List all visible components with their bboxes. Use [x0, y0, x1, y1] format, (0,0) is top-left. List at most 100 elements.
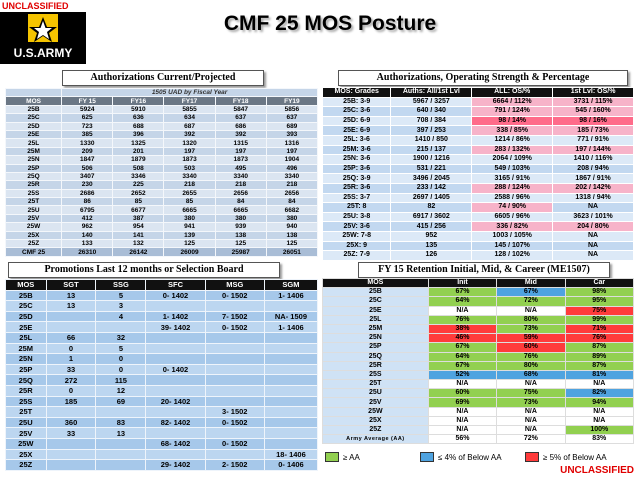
cell: 5847 [214, 104, 267, 115]
cell: 67% [427, 342, 498, 353]
table-row: 25R 230 225 218 218 218 [4, 180, 319, 190]
table-row: 25V 412 387 380 380 380 [4, 213, 319, 224]
cell: 25T [5, 406, 47, 418]
cell: 25D [4, 121, 63, 131]
cell: 13 [45, 300, 97, 312]
cell: 0- 1402 [145, 289, 206, 302]
cell: 686 [214, 121, 267, 131]
column-header: SFC [145, 279, 206, 291]
cell: N/A [427, 305, 498, 316]
cell [263, 342, 319, 355]
header-row: MOS Init Mid Car [322, 277, 635, 289]
cell: 13 [45, 289, 97, 302]
cell: 385 [61, 129, 114, 140]
cell: 640 / 340 [390, 106, 473, 117]
cell: 3 [95, 300, 147, 312]
table-row: 25W N/A N/A N/A [322, 406, 635, 417]
cell: 25Q [5, 374, 47, 386]
table-row: 25Z 29- 1402 2- 1502 0- 1406 [5, 459, 319, 471]
table-row: 25E: 6-9 397 / 253 338 / 85% 185 / 73% [321, 125, 634, 136]
cell: 85 [163, 197, 216, 207]
cell: 1873 [163, 155, 216, 165]
cell: 495 [214, 163, 267, 173]
table-row: 25M 0 5 [5, 342, 319, 355]
promotions-table: MOS SGT SSG SFC MSG SGM 25B 13 5 0- 1402 0- 1502 1-… [5, 279, 319, 471]
authorizations-table: 1505 UAD by Fiscal Year MOS FY 15 FY16 FY17 F… [4, 87, 319, 257]
cell: 1330 [61, 138, 114, 148]
table-row: Army Average (AA) 56% 72% 83% [322, 434, 635, 445]
cell: 506 [61, 163, 114, 173]
cell: N/A [496, 415, 566, 427]
column-header: 1st Lvl: OS/% [552, 87, 634, 98]
cell: 7- 1502 [204, 310, 265, 323]
cell: 412 [61, 213, 114, 224]
cell: 2686 [61, 188, 114, 199]
cell: 5910 [112, 104, 165, 115]
cell: 6665 [214, 205, 267, 215]
cell: 25R [5, 384, 47, 397]
cell: 25B [322, 287, 429, 298]
cell: 397 / 253 [390, 125, 473, 136]
army-logo: U.S.ARMY [0, 12, 86, 64]
cell: 962 [61, 222, 114, 232]
legend-swatch [420, 452, 434, 462]
cell [45, 459, 97, 471]
cell: 2652 [112, 188, 165, 199]
cell: 32 [95, 331, 147, 344]
cell: N/A [564, 415, 635, 427]
cell [263, 300, 319, 312]
cell [145, 406, 206, 418]
cell: 392 [214, 129, 267, 140]
cell: 25M [322, 323, 429, 335]
cell: 396 [112, 129, 165, 140]
cell: 2656 [265, 188, 319, 199]
table-row: 25Q 272 115 [5, 374, 319, 386]
cell [204, 363, 265, 376]
cell [204, 331, 265, 344]
table-row: 25B 13 5 0- 1402 0- 1502 1- 1406 [5, 289, 319, 302]
cell: 6677 [112, 205, 165, 215]
cell: 26142 [112, 247, 165, 257]
cell: 94% [564, 397, 635, 408]
cell: 5 [95, 289, 147, 302]
cell: 1904 [265, 155, 319, 165]
cell: 132 [112, 239, 165, 249]
cell: 5924 [61, 104, 114, 115]
legend-item: ≤ 4% of Below AA [420, 452, 502, 462]
cell: 6605 / 96% [471, 211, 554, 223]
table-row: 25E 385 396 392 392 393 [4, 129, 319, 140]
cell: 98 / 16% [552, 115, 634, 127]
cell: 72% [496, 434, 566, 445]
cell [95, 321, 147, 333]
cell: 1- 1406 [263, 289, 319, 302]
cell: 2656 [214, 188, 267, 199]
cell: 0- 1502 [204, 321, 265, 333]
cell: 791 / 124% [471, 106, 554, 117]
cell: 75% [564, 305, 635, 316]
table-row: 25E N/A N/A 75% [322, 305, 635, 316]
table-row: 25X N/A N/A N/A [322, 415, 635, 427]
cell: 215 / 137 [390, 144, 473, 156]
cell: 87% [564, 360, 635, 371]
cell: 2064 / 109% [471, 154, 554, 165]
table-row: 25C 13 3 [5, 300, 319, 312]
cell: 1410 / 850 [390, 134, 473, 146]
cell: 25W [5, 437, 47, 450]
cell: 1- 1406 [263, 321, 319, 333]
cell: NA [552, 250, 634, 261]
table-row: 25S 185 69 20- 1402 [5, 395, 319, 408]
cell: 380 [163, 213, 216, 224]
cell: 25S: 3-7 [321, 192, 392, 204]
header-row: MOS FY 15 FY16 FY17 FY18 FY19 [4, 96, 319, 106]
cell: Army Average (AA) [322, 434, 429, 445]
cell: 68- 1402 [145, 437, 206, 450]
cell: 6682 [265, 205, 319, 215]
cell: 3- 1502 [204, 406, 265, 418]
cell [204, 300, 265, 312]
cell: 25Z [5, 459, 47, 471]
cell: 0 [45, 384, 97, 397]
legend-label: ≥ AA [343, 452, 360, 462]
cell: 64% [427, 296, 498, 307]
cell: 85 [112, 197, 165, 207]
cell: 135 [390, 240, 473, 252]
